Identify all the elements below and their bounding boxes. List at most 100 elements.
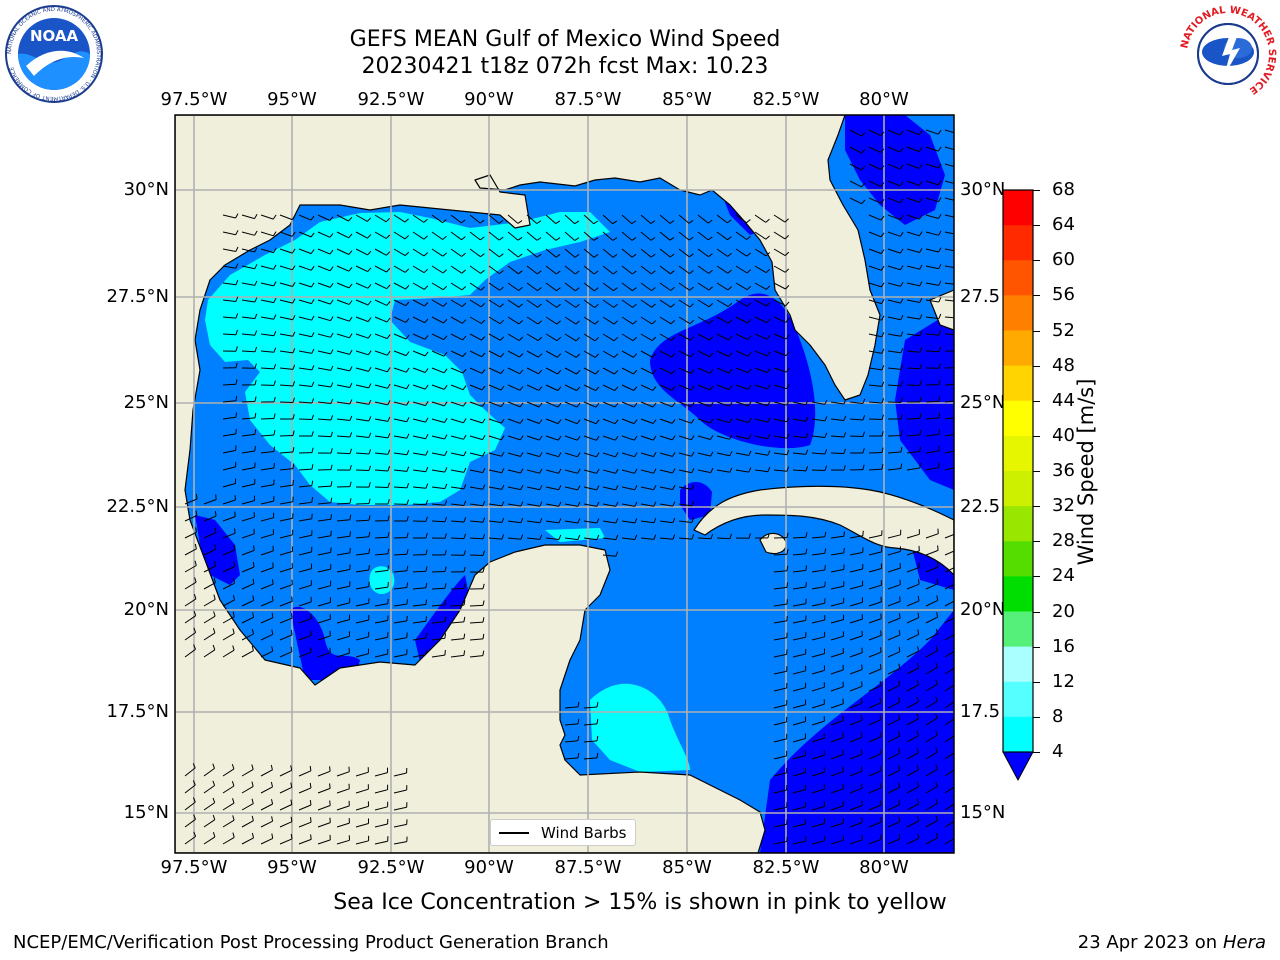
- lon-tick-top: 87.5°W: [554, 89, 622, 110]
- wind-barb-shaft: [298, 299, 312, 305]
- wind-barb-shaft: [887, 651, 901, 658]
- colorbar-tick-mark: [1033, 752, 1040, 753]
- wind-barb-feather: [786, 532, 789, 538]
- wind-barb-feather: [309, 765, 312, 771]
- wind-barb-shaft: [754, 418, 768, 423]
- wind-barb-feather: [310, 282, 315, 288]
- wind-barb-feather: [442, 285, 448, 291]
- wind-barb-shaft: [735, 214, 747, 224]
- wind-barb-shaft: [317, 568, 331, 573]
- wind-barb-feather: [689, 319, 695, 325]
- wind-barb-feather: [958, 247, 960, 252]
- lon-tick-bottom: 92.5°W: [357, 857, 425, 878]
- wind-barb-shaft: [374, 569, 388, 573]
- wind-barb-shaft: [830, 788, 844, 794]
- wind-barb-feather: [480, 303, 486, 308]
- wind-barb-shaft: [887, 718, 900, 726]
- wind-barb-feather: [938, 363, 941, 369]
- wind-barb-shaft: [716, 452, 730, 457]
- wind-barb-feather: [880, 249, 885, 254]
- wind-barb-feather: [386, 251, 391, 256]
- wind-barb-feather: [900, 463, 903, 469]
- wind-barb-shaft: [583, 520, 597, 524]
- wind-barb-feather: [463, 533, 466, 539]
- wind-barb-feather: [861, 681, 863, 687]
- wind-barb-feather: [537, 320, 543, 325]
- wind-barb-shaft: [355, 653, 369, 658]
- wind-barb-shaft: [564, 333, 577, 342]
- wind-barb-shaft: [298, 231, 312, 238]
- wind-barb-shaft: [298, 265, 312, 271]
- wind-barb-shaft: [526, 418, 540, 424]
- wind-barb-shaft: [412, 503, 427, 506]
- wind-barb-feather: [500, 402, 505, 407]
- wind-barb-shaft: [830, 585, 844, 590]
- wind-barb-shaft: [317, 618, 331, 624]
- lat-tick-left: 27.5°N: [106, 286, 169, 307]
- wind-barb-shaft: [241, 483, 255, 488]
- wind-barb-shaft: [469, 621, 484, 624]
- wind-barb-shaft: [298, 770, 312, 777]
- wind-barb-shaft: [526, 350, 539, 358]
- wind-barb-shaft: [526, 520, 540, 524]
- wind-barb-feather: [557, 386, 562, 391]
- wind-barb-shaft: [241, 516, 255, 522]
- wind-barb-shaft: [336, 602, 350, 607]
- wind-barb-feather: [273, 331, 277, 336]
- wind-barb-feather: [290, 646, 293, 652]
- colorbar-cell: [1003, 225, 1033, 261]
- lon-tick-top: 92.5°W: [357, 89, 425, 110]
- wind-barb-shaft: [469, 282, 482, 291]
- wind-barb-feather: [235, 329, 238, 335]
- wind-barb-shaft: [374, 620, 388, 624]
- wind-barb-shaft: [260, 803, 273, 811]
- wind-barb-shaft: [469, 214, 481, 224]
- wind-barb-shaft: [374, 401, 388, 406]
- wind-barb-shaft: [393, 265, 406, 273]
- wind-barb-shaft: [260, 820, 273, 828]
- colorbar-tick-mark: [1033, 541, 1040, 543]
- wind-barb-feather: [596, 534, 600, 540]
- colorbar-tick: 40: [1052, 424, 1075, 446]
- wind-barb-shaft: [887, 451, 902, 454]
- wind-barb-feather: [576, 369, 581, 375]
- wind-barb-shaft: [659, 418, 673, 424]
- wind-barb-shaft: [431, 520, 446, 523]
- wind-barb-shaft: [298, 333, 312, 338]
- wind-barb-shaft: [583, 214, 595, 225]
- wind-barb-feather: [880, 265, 885, 271]
- wind-barb-feather: [271, 629, 274, 635]
- wind-barb-shaft: [925, 566, 939, 573]
- wind-barb-shaft: [431, 282, 444, 291]
- wind-barb-feather: [386, 301, 391, 306]
- wind-barb-feather: [536, 270, 542, 275]
- wind-barb-shaft: [393, 333, 407, 340]
- wind-barb-shaft: [450, 231, 462, 241]
- wind-barb-shaft: [336, 299, 350, 305]
- colorbar-cells: [1003, 190, 1033, 753]
- wind-barb-feather: [708, 319, 714, 324]
- wind-barb-shaft: [906, 583, 920, 590]
- wind-barb-feather: [898, 697, 901, 703]
- wind-barb-shaft: [602, 265, 614, 275]
- wind-barb-shaft: [906, 367, 921, 370]
- wind-barb-shaft: [640, 435, 654, 441]
- wind-barb-feather: [899, 215, 904, 220]
- wind-barb-feather: [520, 501, 524, 507]
- wind-barb-shaft: [298, 418, 313, 420]
- wind-barb-shaft: [773, 653, 787, 658]
- wind-barb-shaft: [203, 598, 216, 607]
- wind-barb-feather: [462, 401, 467, 407]
- wind-barb-shaft: [792, 636, 806, 641]
- wind-barb-feather: [480, 269, 485, 274]
- wind-barb-shaft: [925, 650, 938, 658]
- wind-barb-shaft: [583, 231, 595, 241]
- wind-barb-shaft: [393, 384, 407, 390]
- wind-barb-shaft: [925, 683, 938, 692]
- wind-barb-feather: [898, 782, 901, 788]
- wind-barb-feather: [881, 381, 885, 387]
- wind-barb-shaft: [640, 333, 653, 342]
- wind-barb-shaft: [298, 787, 312, 794]
- wind-barb-feather: [387, 433, 391, 439]
- wind-barb-feather: [899, 130, 904, 136]
